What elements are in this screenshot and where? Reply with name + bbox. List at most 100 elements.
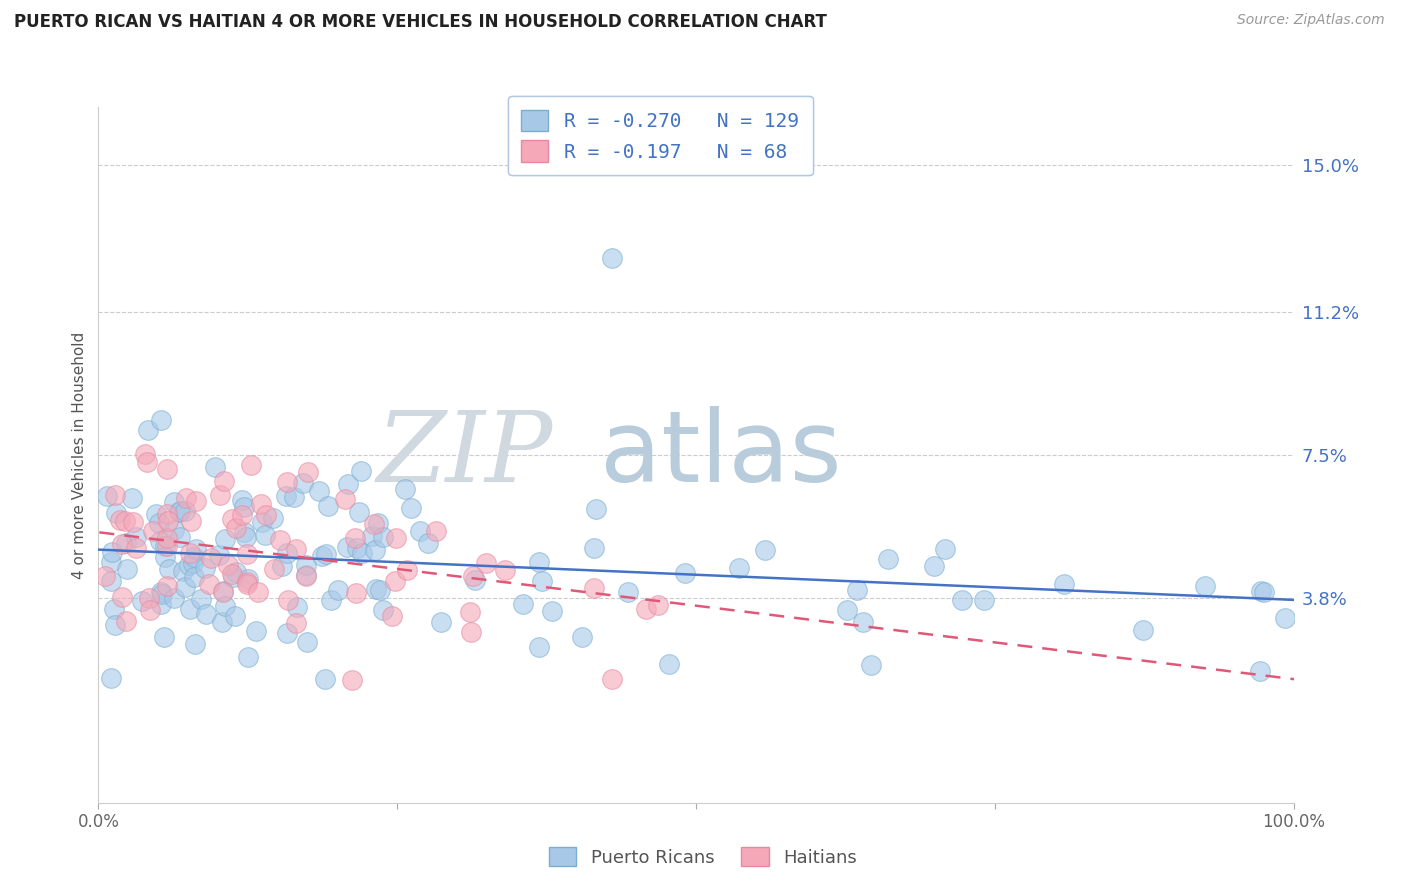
Point [152,630,174,644]
Point [1132,624,1154,638]
Point [530,574,553,588]
Point [235,574,257,589]
Point [364,543,387,558]
Point [121,491,143,506]
Point [174,580,197,594]
Point [221,512,243,526]
Point [135,455,157,469]
Point [103,601,125,615]
Point [368,582,391,597]
Point [276,546,298,560]
Point [231,508,253,522]
Point [337,477,360,491]
Point [837,603,859,617]
Point [297,466,319,480]
Point [316,500,339,514]
Point [308,484,330,499]
Point [235,530,257,544]
Point [190,591,212,606]
Point [211,615,233,630]
Point [295,634,318,648]
Point [155,507,177,521]
Point [172,564,194,578]
Point [394,482,416,496]
Point [157,514,180,528]
Legend: Puerto Ricans, Haitians: Puerto Ricans, Haitians [543,840,863,874]
Point [100,555,122,569]
Point [1053,577,1076,591]
Point [973,593,995,607]
Point [174,491,197,505]
Point [295,569,318,583]
Point [96,489,118,503]
Text: atlas: atlas [600,407,842,503]
Point [225,520,247,534]
Point [214,532,236,546]
Point [287,600,309,615]
Point [208,548,231,562]
Point [582,581,605,595]
Point [647,598,669,612]
Point [658,657,681,672]
Point [155,549,177,564]
Point [177,558,200,572]
Point [464,573,486,587]
Point [150,587,173,601]
Point [179,602,201,616]
Text: PUERTO RICAN VS HAITIAN 4 OR MORE VEHICLES IN HOUSEHOLD CORRELATION CHART: PUERTO RICAN VS HAITIAN 4 OR MORE VEHICL… [14,13,827,31]
Point [169,505,191,519]
Point [115,536,138,550]
Point [425,524,447,539]
Point [1194,579,1216,593]
Text: Source: ZipAtlas.com: Source: ZipAtlas.com [1237,13,1385,28]
Point [418,536,440,550]
Point [366,582,388,597]
Point [315,547,337,561]
Point [247,584,270,599]
Point [846,582,869,597]
Point [346,541,368,556]
Point [860,658,883,673]
Point [181,556,204,570]
Point [222,570,245,584]
Point [361,529,384,543]
Point [512,597,534,611]
Point [458,605,481,619]
Point [384,574,406,589]
Point [294,568,316,582]
Point [104,487,127,501]
Point [934,541,956,556]
Point [104,618,127,632]
Point [1249,664,1271,678]
Point [340,673,363,688]
Point [602,251,624,265]
Point [321,592,343,607]
Point [233,524,256,539]
Point [314,673,336,687]
Point [284,615,307,630]
Point [163,494,186,508]
Point [283,490,305,504]
Point [333,492,356,507]
Point [180,514,202,528]
Point [1274,611,1296,625]
Point [347,505,370,519]
Point [218,558,240,573]
Point [114,514,136,528]
Point [122,515,145,529]
Point [111,536,134,550]
Point [212,584,235,599]
Point [527,640,550,654]
Point [139,603,162,617]
Point [134,447,156,461]
Point [343,531,366,545]
Point [157,562,180,576]
Point [204,459,226,474]
Point [673,566,696,581]
Point [877,551,900,566]
Point [236,649,259,664]
Point [294,558,316,573]
Point [494,563,516,577]
Point [115,614,138,628]
Point [371,530,394,544]
